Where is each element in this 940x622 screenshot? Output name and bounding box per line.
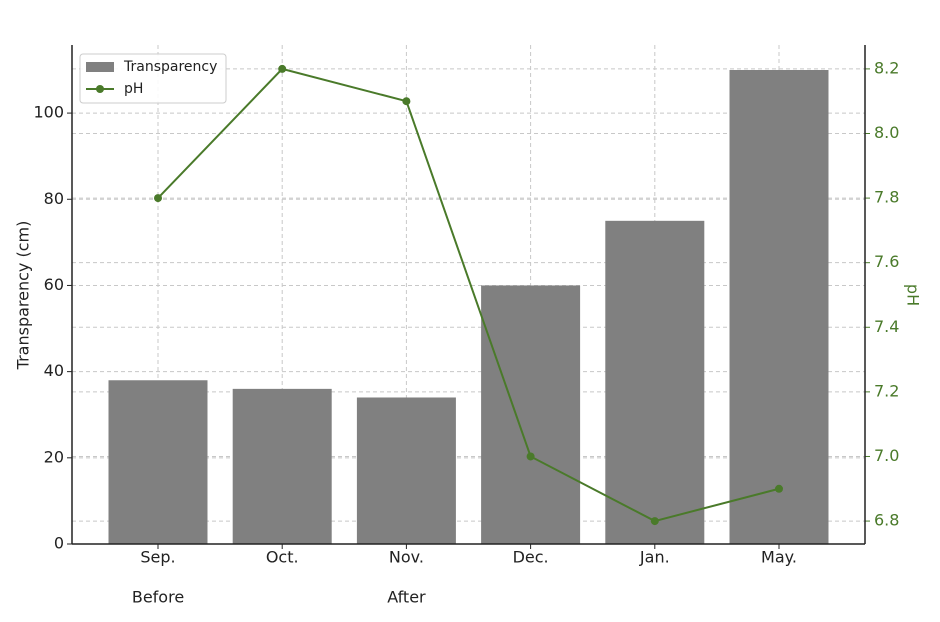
y2-tick-label: 7.8 <box>874 188 899 207</box>
bar <box>729 69 829 544</box>
x-tick-label: May. <box>761 548 797 567</box>
y-tick-label: 40 <box>44 361 64 380</box>
y-axis-label: Transparency (cm) <box>14 221 33 371</box>
y-tick-label: 100 <box>33 103 64 122</box>
y-tick-label: 20 <box>44 447 64 466</box>
y-tick-label: 0 <box>54 534 64 553</box>
y2-tick-label: 7.6 <box>874 252 899 271</box>
marker <box>402 97 411 106</box>
y2-tick-label: 6.8 <box>874 511 899 530</box>
bar <box>481 285 581 544</box>
x-group-label: After <box>387 588 426 607</box>
bar <box>356 397 456 544</box>
bar <box>232 388 332 544</box>
marker <box>650 517 659 526</box>
legend-label: Transparency <box>123 59 217 75</box>
y-tick-label: 80 <box>44 189 64 208</box>
line <box>157 67 780 523</box>
x-tick-label: Oct. <box>266 548 299 567</box>
marker <box>278 64 287 73</box>
x-tick-label: Jan. <box>639 548 670 567</box>
legend-swatch <box>86 62 114 72</box>
y2-axis-label: pH <box>904 284 923 306</box>
y2-tick-label: 7.2 <box>874 381 899 400</box>
x-group-label: Before <box>132 588 184 607</box>
legend-swatch <box>96 85 104 93</box>
x-tick-label: Nov. <box>389 548 424 567</box>
y-tick-label: 60 <box>44 275 64 294</box>
x-tick-label: Dec. <box>513 548 549 567</box>
x-tick-label: Sep. <box>140 548 175 567</box>
legend-box <box>79 53 227 104</box>
marker <box>526 452 535 461</box>
y2-tick-label: 7.0 <box>874 446 899 465</box>
bar <box>108 380 208 544</box>
y2-tick-label: 8.0 <box>874 123 899 142</box>
legend-label: pH <box>124 81 143 97</box>
y2-tick-label: 8.2 <box>874 58 899 77</box>
bar <box>605 220 705 544</box>
y2-tick-label: 7.4 <box>874 317 899 336</box>
marker <box>154 194 162 203</box>
marker <box>775 484 783 493</box>
